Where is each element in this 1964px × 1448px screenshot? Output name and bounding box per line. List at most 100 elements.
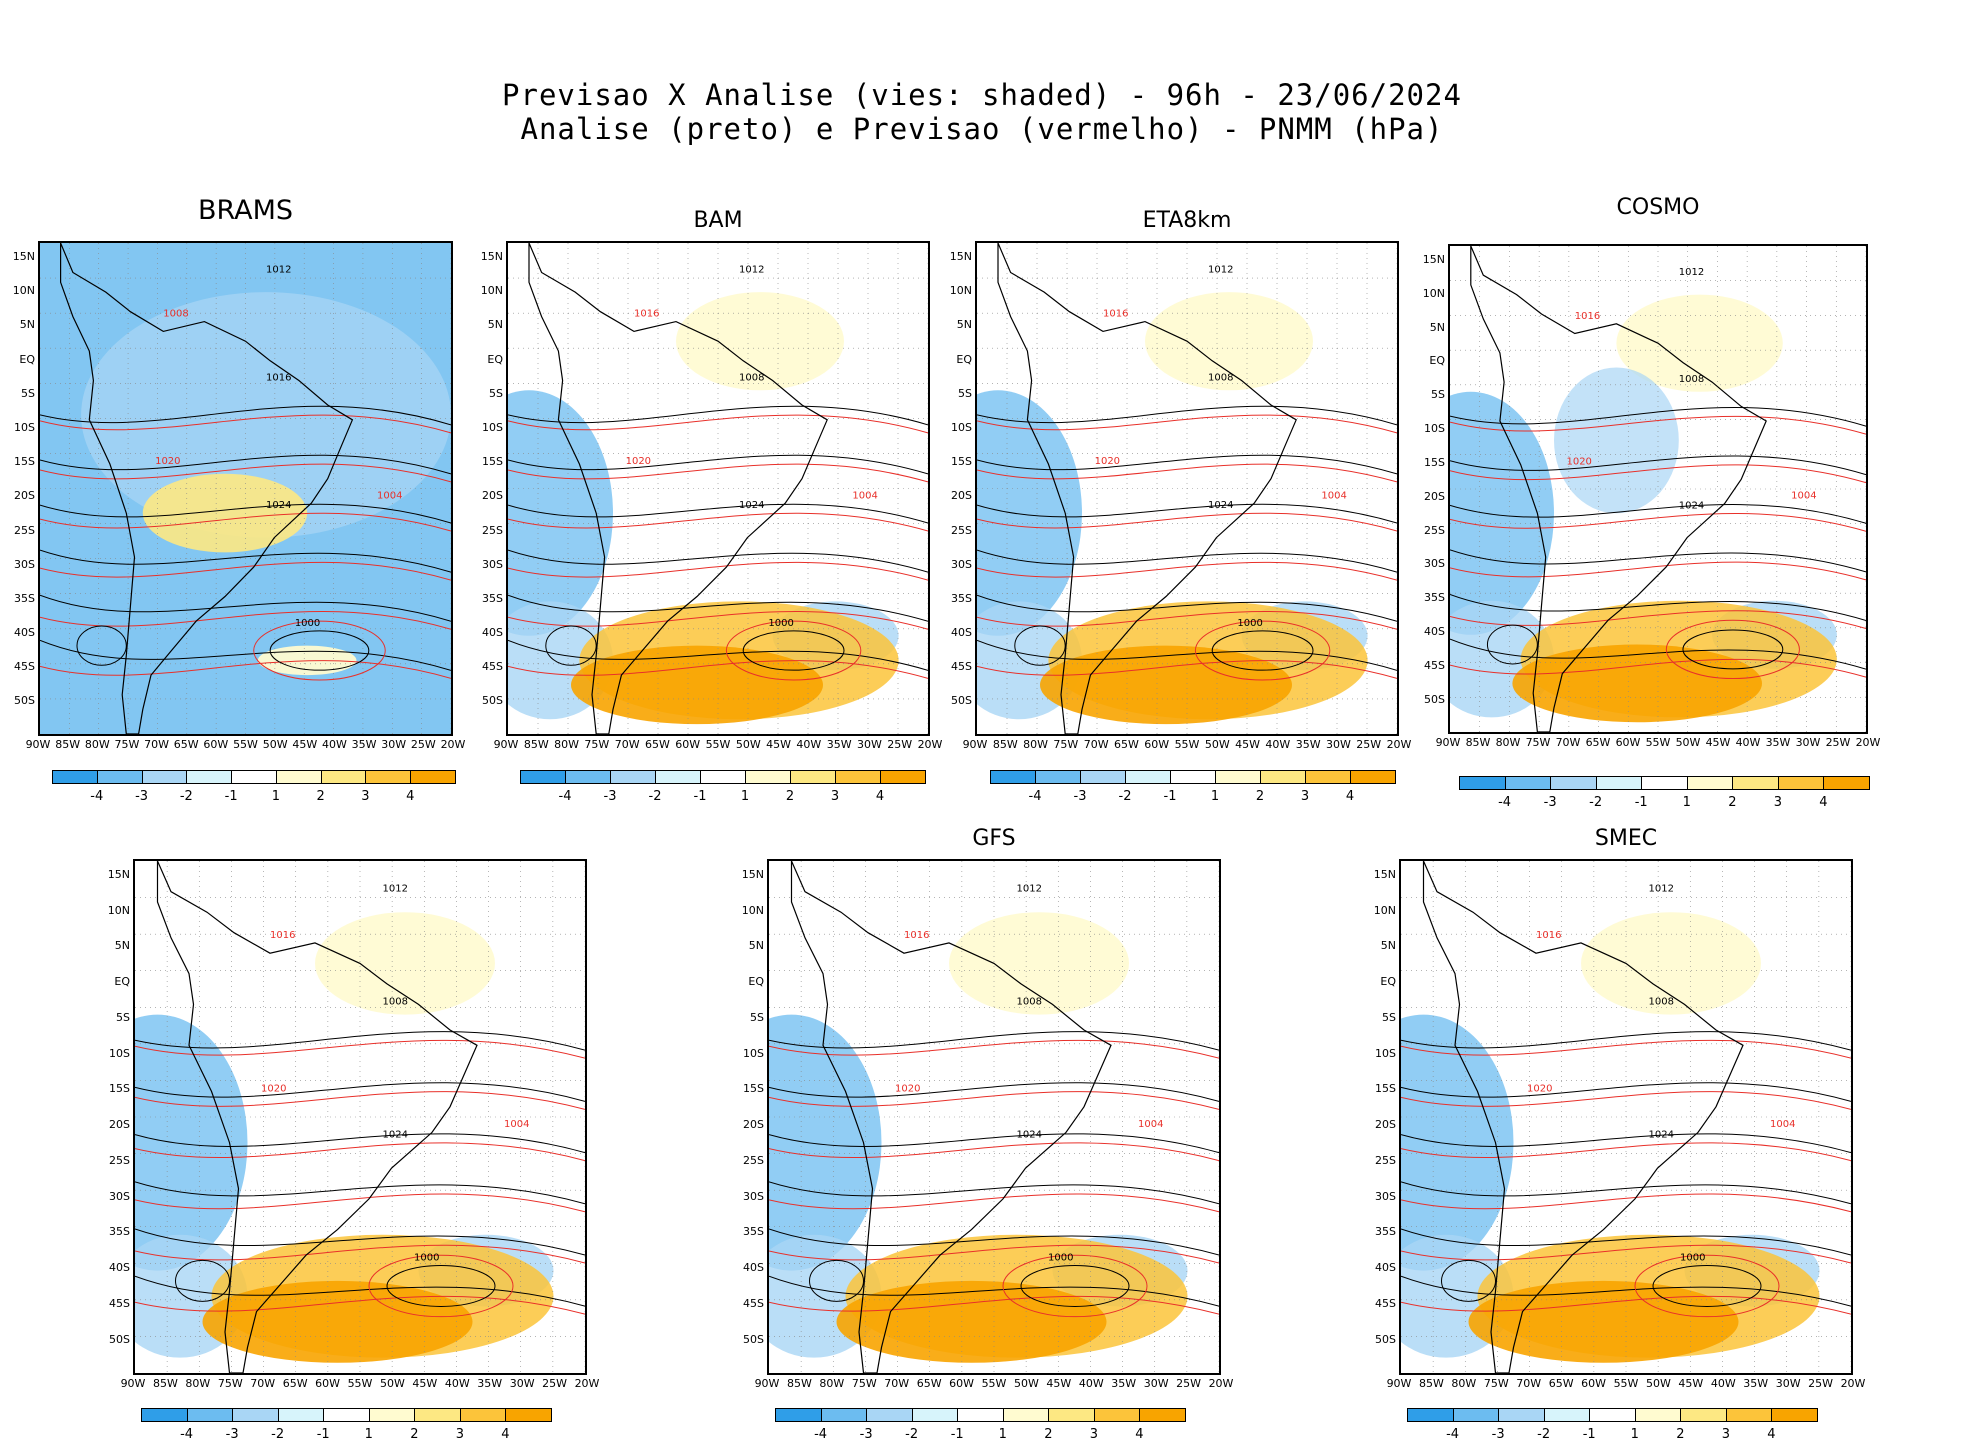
lat-tick-label: 30S <box>743 1189 764 1203</box>
bias-shade-positive <box>571 645 823 725</box>
bias-shade-positive <box>1040 645 1292 725</box>
isobar-forecast <box>1450 610 1866 629</box>
lon-tick-label: 80W <box>1023 738 1048 751</box>
pressure-label: 1016 <box>1536 930 1561 941</box>
pressure-label: 1024 <box>383 1129 408 1140</box>
colorbar-segment <box>414 1408 461 1422</box>
lon-tick-label: 60W <box>949 1377 974 1390</box>
lat-tick-label: 50S <box>14 694 35 708</box>
lat-tick-label: 20S <box>1424 489 1445 503</box>
colorbar-segment <box>911 1408 959 1422</box>
lat-tick-label: 50S <box>1424 692 1445 706</box>
colorbar-tick-label: -4 <box>558 789 572 804</box>
south-america-outline <box>156 861 478 1373</box>
isobar-analysis <box>1401 1082 1851 1102</box>
lon-tick-label: 85W <box>1465 736 1491 749</box>
isobar-forecast <box>1401 1142 1851 1162</box>
isobar-analysis <box>1020 1264 1130 1307</box>
lat-tick-label: 15S <box>482 455 503 469</box>
lon-tick-label: 25W <box>542 1377 567 1390</box>
lat-tick-label: 20S <box>951 489 972 503</box>
lon-tick-label: 90W <box>120 1377 146 1390</box>
lat-tick-label: 30S <box>1424 557 1445 571</box>
colorbar-tick-label: 2 <box>1044 1427 1053 1442</box>
isobar-analysis <box>508 454 928 475</box>
colorbar-segment <box>1459 776 1506 790</box>
pressure-label: 1016 <box>270 930 295 941</box>
colorbar-tick-label: 2 <box>1676 1427 1685 1442</box>
lat-tick-label: 5S <box>21 386 35 400</box>
isobar-analysis <box>135 1275 585 1307</box>
isobar-forecast <box>1450 415 1866 435</box>
isobar-analysis <box>76 625 127 666</box>
panel-title: SMEC <box>1594 826 1658 851</box>
lon-tick-label: 60W <box>1144 738 1170 751</box>
isobar-forecast <box>508 512 928 532</box>
lon-tick-label: 35W <box>1111 1377 1137 1390</box>
lat-tick-label: 5S <box>116 1010 130 1024</box>
lon-tick-label: 70W <box>1555 736 1581 749</box>
colorbar-segment <box>1452 1408 1500 1422</box>
bias-map: 1012 1016 1008 1020 1024 1004 1000 <box>769 861 1219 1373</box>
isobar-analysis <box>135 1228 585 1256</box>
colorbar-segment <box>1002 1408 1050 1422</box>
bias-shade-positive <box>1512 644 1762 723</box>
lat-tick-label: 45S <box>951 660 972 674</box>
bias-map: 1012 1016 1008 1020 1024 1004 1000 <box>1401 861 1851 1373</box>
lon-tick-label: 30W <box>1775 1377 1801 1390</box>
lon-tick-label: 45W <box>1235 738 1260 751</box>
lon-tick-label: 65W <box>1113 738 1139 751</box>
south-america-outline <box>997 243 1297 734</box>
lat-tick-label: 15N <box>1422 253 1445 266</box>
colorbar-tick-label: 4 <box>1135 1427 1144 1442</box>
isobar-analysis <box>977 549 1397 573</box>
colorbar-tick-label: -3 <box>1491 1427 1505 1442</box>
lat-tick-label: 5N <box>19 318 35 332</box>
lon-tick-label: 65W <box>173 738 199 751</box>
colorbar: -4 -3 -2 -1 1 2 3 4 <box>52 770 456 810</box>
lon-tick-label: 60W <box>1581 1377 1606 1390</box>
colorbar-tick-label: 2 <box>785 789 795 804</box>
colorbar-tick-label: -2 <box>1537 1427 1551 1442</box>
lon-tick-label: 90W <box>493 738 519 751</box>
lat-tick-label: 25S <box>14 523 35 537</box>
lat-tick-label: 15N <box>107 868 130 881</box>
colorbar-tick-label: 3 <box>455 1427 465 1442</box>
colorbar-segment <box>1035 770 1081 784</box>
lon-tick-label: 20W <box>440 738 466 751</box>
lon-tick-label: 20W <box>1855 736 1881 749</box>
lon-tick-label: 55W <box>1174 738 1200 751</box>
lat-tick-label: 45S <box>482 660 503 674</box>
lon-tick-label: 40W <box>321 738 347 751</box>
lon-tick-label: 35W <box>1295 738 1321 751</box>
colorbar-segment <box>323 1408 370 1422</box>
colorbar-segment <box>368 1408 416 1422</box>
lon-tick-label: 55W <box>705 738 731 751</box>
bias-map: 1012 1016 1008 1020 1024 1004 1000 <box>135 861 585 1373</box>
lat-tick-label: EQ <box>114 975 130 989</box>
bias-shade-negative <box>769 1014 882 1271</box>
map-frame: 1012 1016 1008 1020 1024 1004 1000 <box>975 241 1399 736</box>
lat-tick-label: 50S <box>951 694 972 708</box>
isobar-forecast <box>508 561 928 581</box>
lat-tick-label: 30S <box>109 1189 130 1203</box>
lat-tick-label: 30S <box>14 557 35 571</box>
colorbar-segment <box>1305 770 1351 784</box>
pressure-label: 1008 <box>1208 372 1233 383</box>
lat-tick-label: 10N <box>949 284 972 298</box>
panel-title: ETA8km <box>1142 208 1232 233</box>
lat-tick-label: 5S <box>1382 1010 1396 1024</box>
lat-tick-label: 40S <box>109 1261 130 1275</box>
colorbar-segment <box>790 770 836 784</box>
lat-tick-label: 25S <box>109 1153 130 1167</box>
pressure-label: 1012 <box>1649 884 1674 895</box>
lon-tick-label: 85W <box>55 738 81 751</box>
colorbar-segment <box>459 1408 507 1422</box>
colorbar-tick-label: -4 <box>1028 789 1042 804</box>
colorbar-segment <box>775 1408 822 1422</box>
lon-tick-label: 45W <box>1678 1377 1704 1390</box>
colorbar-segment <box>1823 776 1870 790</box>
isobar-analysis <box>40 639 451 671</box>
colorbar-tick-label: -4 <box>1498 795 1512 810</box>
colorbar-tick-label: 2 <box>410 1427 419 1442</box>
